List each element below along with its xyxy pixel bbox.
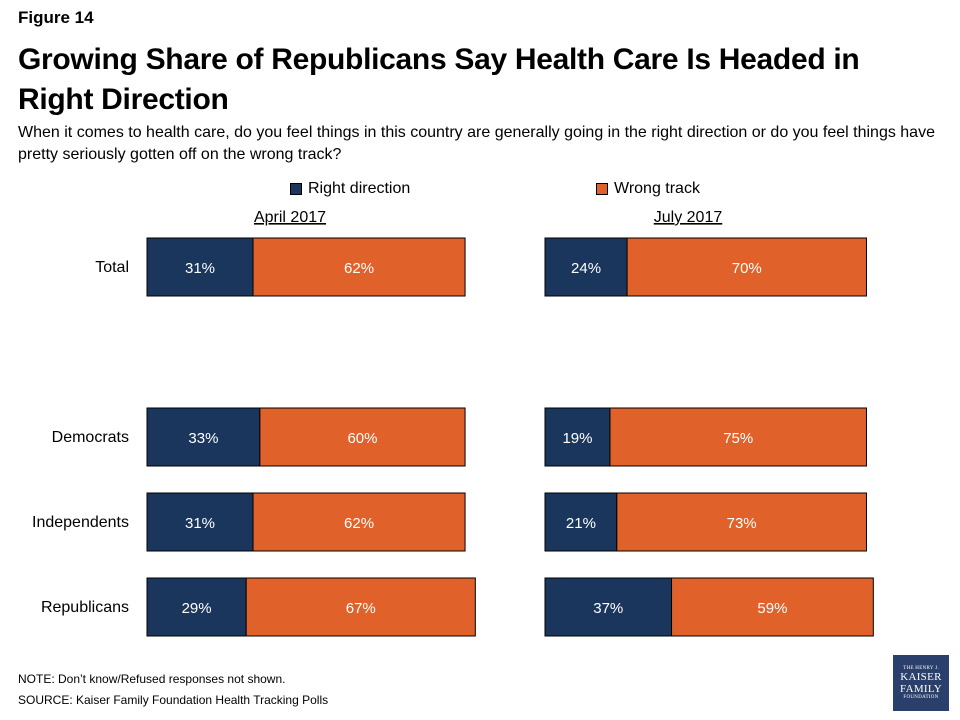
data-label-july-2017-total-right-direction: 24% <box>571 260 601 277</box>
bar-april-2017-republicans-right-direction <box>146 577 247 637</box>
category-label-republicans: Republicans <box>41 599 129 616</box>
data-label-april-2017-independents-right-direction: 31% <box>185 515 215 532</box>
data-label-april-2017-total-right-direction: 31% <box>185 260 215 277</box>
data-label-april-2017-independents-wrong-track: 62% <box>344 515 374 532</box>
note-text: NOTE: Don’t know/Refused responses not s… <box>18 672 286 686</box>
data-label-july-2017-independents-right-direction: 21% <box>566 515 596 532</box>
source-text: SOURCE: Kaiser Family Foundation Health … <box>18 693 329 707</box>
bar-april-2017-democrats-wrong-track <box>259 407 466 467</box>
stacked-bar-chart: Total Democrats Independents Republicans Apr… <box>32 209 874 637</box>
legend-swatch-right-direction <box>290 183 302 195</box>
bar-july-2017-total-right-direction <box>544 237 628 297</box>
legend-item-wrong-track: Wrong track <box>596 180 700 198</box>
bar-july-2017-republicans-right-direction <box>544 577 673 637</box>
logo-line2: KAISER <box>900 671 942 683</box>
data-label-july-2017-republicans-right-direction: 37% <box>593 600 623 617</box>
bar-july-2017-republicans-wrong-track <box>671 577 874 637</box>
data-label-july-2017-independents-wrong-track: 73% <box>727 515 757 532</box>
bar-april-2017-republicans-wrong-track <box>245 577 476 637</box>
category-label-total: Total <box>95 259 129 276</box>
bar-april-2017-independents-wrong-track <box>252 492 466 552</box>
legend-label-right-direction: Right direction <box>308 180 411 197</box>
data-label-april-2017-republicans-wrong-track: 67% <box>346 600 376 617</box>
data-label-july-2017-democrats-wrong-track: 75% <box>723 430 753 447</box>
kff-logo: THE HENRY J. KAISER FAMILY FOUNDATION <box>893 655 949 711</box>
bar-april-2017-democrats-right-direction <box>146 407 261 467</box>
chart-title: Growing Share of Republicans Say Health … <box>18 43 860 116</box>
data-label-april-2017-republicans-right-direction: 29% <box>182 600 212 617</box>
category-label-independents: Independents <box>32 514 129 531</box>
data-label-july-2017-republicans-wrong-track: 59% <box>757 600 787 617</box>
data-label-april-2017-total-wrong-track: 62% <box>344 260 374 277</box>
data-label-july-2017-total-wrong-track: 70% <box>732 260 762 277</box>
bar-april-2017-independents-right-direction <box>146 492 254 552</box>
bar-july-2017-democrats-right-direction <box>544 407 611 467</box>
logo-line4: FOUNDATION <box>903 695 939 700</box>
bar-july-2017-independents-right-direction <box>544 492 618 552</box>
bar-april-2017-total-wrong-track <box>252 237 466 297</box>
bar-july-2017-democrats-wrong-track <box>609 407 867 467</box>
logo-line3: FAMILY <box>899 683 943 695</box>
bar-july-2017-independents-wrong-track <box>616 492 867 552</box>
legend-swatch-wrong-track <box>596 183 608 195</box>
figure-label: Figure 14 <box>18 8 94 27</box>
category-label-democrats: Democrats <box>52 429 129 446</box>
panel-title-april-2017: April 2017 <box>254 209 326 226</box>
panel-title-july-2017: July 2017 <box>654 209 723 226</box>
legend-item-right-direction: Right direction <box>290 180 410 198</box>
logo-line1: THE HENRY J. <box>903 666 939 671</box>
data-label-july-2017-democrats-right-direction: 19% <box>562 430 592 447</box>
data-label-april-2017-democrats-right-direction: 33% <box>188 430 218 447</box>
bar-april-2017-total-right-direction <box>146 237 254 297</box>
legend-label-wrong-track: Wrong track <box>614 180 700 197</box>
bar-july-2017-total-wrong-track <box>626 237 867 297</box>
data-label-april-2017-democrats-wrong-track: 60% <box>347 430 377 447</box>
chart-subtitle: When it comes to health care, do you fee… <box>18 124 935 163</box>
